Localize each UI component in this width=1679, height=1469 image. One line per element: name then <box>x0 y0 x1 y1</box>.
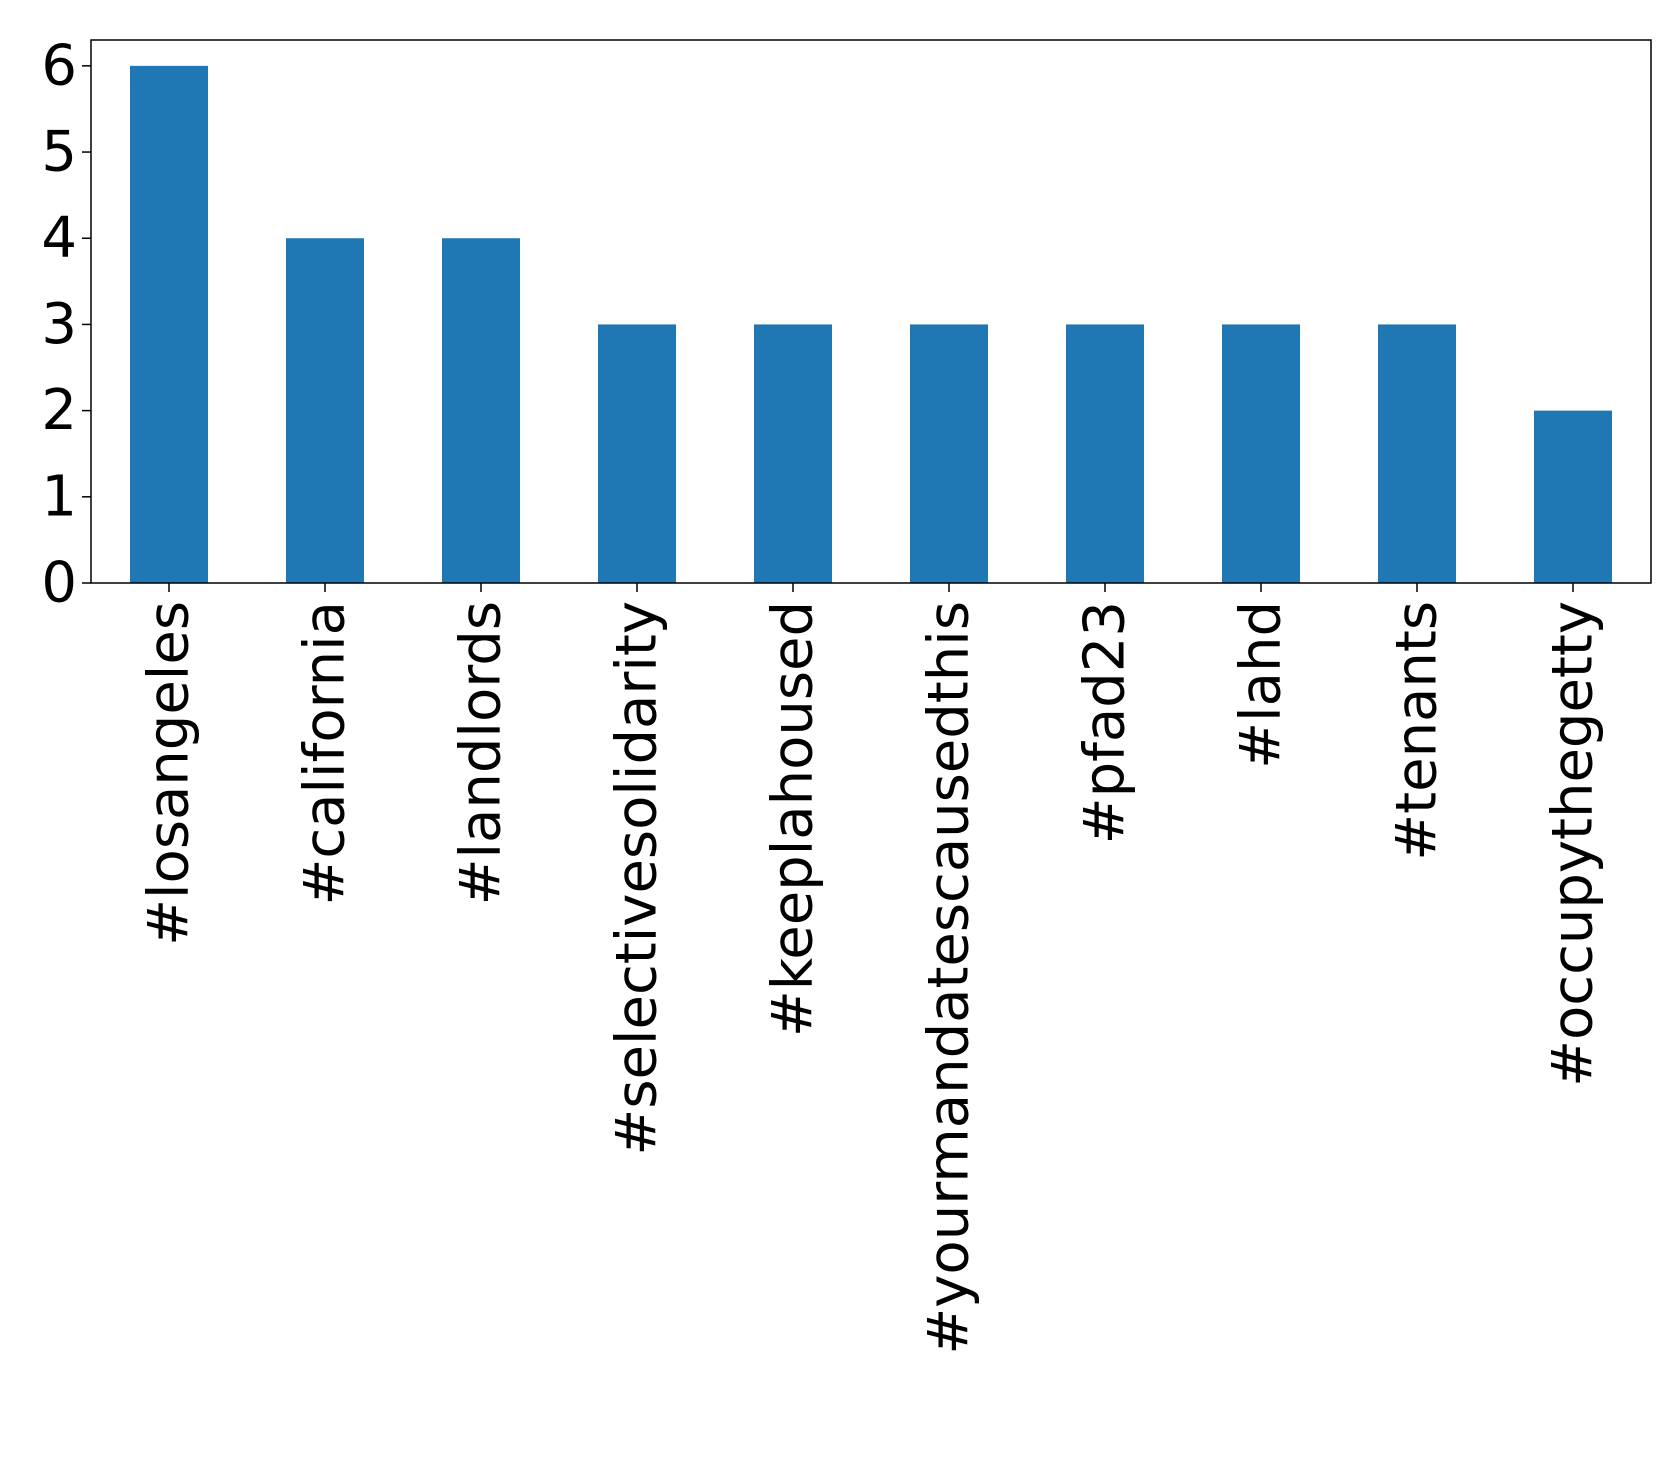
bar-keeplahoused <box>754 324 832 583</box>
x-tick-label: #pfad23 <box>1073 601 1138 844</box>
x-tick-label: #california <box>293 601 358 906</box>
x-tick-label: #keeplahoused <box>761 601 826 1037</box>
y-tick-label: 1 <box>41 464 77 529</box>
bar-california <box>286 238 364 583</box>
bar-pfad23 <box>1066 324 1144 583</box>
x-axis: #losangeles #california #landlords #selecti… <box>137 583 1606 1355</box>
y-tick-label: 4 <box>41 206 77 271</box>
y-tick-label: 3 <box>41 292 77 357</box>
bar-tenants <box>1378 324 1456 583</box>
bar-selectivesolidarity <box>598 324 676 583</box>
y-tick-label: 0 <box>41 551 77 616</box>
y-tick-label: 2 <box>41 378 77 443</box>
bar-lahd <box>1222 324 1300 583</box>
x-tick-label: #landlords <box>449 601 514 905</box>
x-tick-label: #tenants <box>1385 601 1450 861</box>
y-tick-label: 5 <box>41 120 77 185</box>
x-tick-label: #occupythegetty <box>1541 601 1606 1087</box>
plot-frame <box>90 39 1652 584</box>
y-axis: 0 1 2 3 4 5 6 <box>41 33 91 616</box>
x-tick-label: #selectivesolidarity <box>605 601 670 1156</box>
x-tick-label: #losangeles <box>137 601 202 946</box>
bar-occupythegetty <box>1534 410 1612 583</box>
x-tick-label: #yourmandatescausedthis <box>917 601 982 1355</box>
bar-yourmandatescausedthis <box>910 324 988 583</box>
bars-group <box>130 65 1612 584</box>
bar-landlords <box>442 238 520 583</box>
x-tick-label: #lahd <box>1229 601 1294 769</box>
bar-losangeles <box>130 65 208 584</box>
y-tick-label: 6 <box>41 33 77 98</box>
